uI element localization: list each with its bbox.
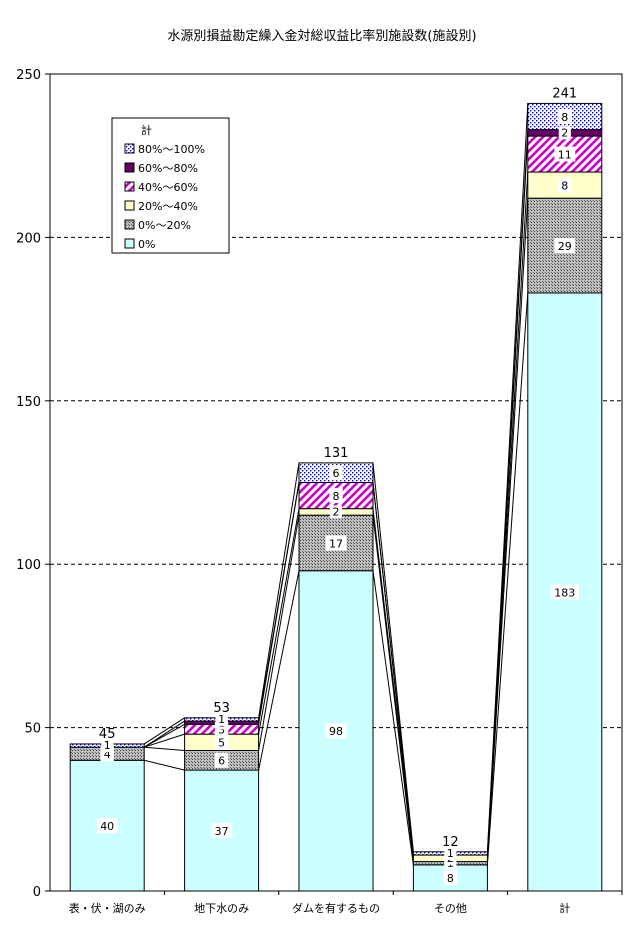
data-label-bg bbox=[325, 723, 347, 739]
data-label: 29 bbox=[558, 240, 572, 253]
data-label: 8 bbox=[447, 872, 454, 885]
series-line bbox=[372, 515, 414, 862]
legend-label: 20%～40% bbox=[138, 200, 198, 213]
data-label: 40 bbox=[100, 820, 114, 833]
series-line bbox=[258, 462, 300, 718]
legend-swatch bbox=[124, 219, 135, 230]
data-label-bg bbox=[211, 823, 233, 839]
series-line bbox=[372, 462, 414, 852]
y-tick-label: 200 bbox=[16, 231, 41, 246]
plot-area-frame bbox=[49, 73, 623, 892]
data-label-bg bbox=[444, 846, 457, 860]
gridlines bbox=[50, 236, 622, 729]
series-line bbox=[372, 482, 414, 856]
x-category-label: 地下水のみ bbox=[194, 902, 249, 915]
series-line bbox=[144, 759, 185, 771]
data-label-bg bbox=[214, 734, 229, 750]
data-label-bg bbox=[101, 739, 114, 753]
x-category-label: その他 bbox=[434, 902, 467, 915]
data-labels: 4041376531198172868121183298112845531311… bbox=[96, 86, 579, 886]
series-line bbox=[258, 515, 300, 751]
legend-label: 80%～100% bbox=[138, 143, 205, 156]
data-label: 2 bbox=[561, 126, 568, 139]
series-line bbox=[486, 292, 529, 865]
bar-total-label: 241 bbox=[552, 86, 577, 101]
legend-swatch bbox=[124, 200, 135, 211]
x-category-label: 表・伏・湖のみ bbox=[69, 901, 146, 915]
data-label-bg bbox=[329, 465, 343, 481]
data-label: 98 bbox=[329, 725, 343, 738]
bar-total-label: 12 bbox=[442, 835, 459, 850]
data-label: 6 bbox=[218, 755, 225, 768]
data-label: 11 bbox=[558, 148, 572, 161]
data-label: 4 bbox=[104, 748, 111, 761]
data-label-bg bbox=[558, 177, 572, 193]
x-category-label: ダムを有するもの bbox=[292, 901, 380, 915]
series-line bbox=[143, 720, 185, 748]
data-label: 1 bbox=[104, 739, 111, 752]
y-tick-label: 50 bbox=[24, 722, 41, 737]
legend-label: 60%～80% bbox=[138, 162, 198, 175]
chart-title: 水源別損益勘定繰入金対総収益比率別施設数(施設別) bbox=[167, 28, 476, 44]
data-label-bg bbox=[329, 505, 343, 519]
data-label-bg bbox=[554, 146, 576, 162]
series-line bbox=[486, 198, 529, 862]
y-tick-label: 100 bbox=[16, 558, 41, 573]
data-label: 17 bbox=[329, 537, 343, 550]
y-tick-label: 0 bbox=[33, 885, 41, 900]
data-label: 8 bbox=[561, 179, 568, 192]
bar-total-label: 53 bbox=[213, 701, 230, 716]
y-tick-label: 150 bbox=[16, 395, 41, 410]
series-line bbox=[372, 570, 414, 865]
data-label-bg bbox=[550, 584, 579, 600]
legend-title: 計 bbox=[141, 123, 152, 137]
data-label-bg bbox=[215, 712, 228, 726]
y-tick-label: 250 bbox=[16, 68, 41, 83]
legend-swatch bbox=[124, 162, 135, 173]
legend-swatch bbox=[124, 238, 135, 249]
series-line bbox=[144, 733, 185, 748]
series-line bbox=[258, 508, 300, 735]
series-line bbox=[258, 570, 300, 771]
data-label: 6 bbox=[333, 467, 340, 480]
data-label-bg bbox=[214, 752, 229, 768]
axes: 0 50 100 150 200 250 表・伏・湖のみ 地下水のみ ダムを有するもの その他 計 bbox=[16, 68, 623, 915]
data-label: 3 bbox=[218, 724, 225, 737]
series-line bbox=[144, 746, 185, 751]
bar-total-label: 45 bbox=[99, 727, 116, 742]
legend-label: 40%～60% bbox=[138, 181, 198, 194]
data-label-bg bbox=[325, 535, 347, 551]
legend: 計 80%～100% 60%～80% 40%～60% 20%～40% 0%～20% 0% bbox=[111, 117, 230, 254]
data-label: 183 bbox=[554, 586, 575, 599]
legend-swatch bbox=[124, 143, 135, 154]
data-label-bg bbox=[329, 488, 343, 504]
data-label-bg bbox=[96, 818, 118, 834]
data-label: 1 bbox=[218, 713, 225, 726]
series-line bbox=[258, 482, 300, 722]
series-connector-lines bbox=[143, 103, 529, 865]
data-label: 2 bbox=[333, 506, 340, 519]
data-label: 37 bbox=[215, 825, 229, 838]
series-line bbox=[143, 717, 185, 745]
legend-swatch bbox=[124, 181, 135, 192]
bar-total-label: 131 bbox=[324, 446, 349, 461]
data-label-bg bbox=[554, 238, 576, 254]
data-label-bg bbox=[443, 870, 458, 886]
data-label: 5 bbox=[218, 737, 225, 750]
data-label-bg bbox=[558, 108, 572, 124]
legend-label: 0%～20% bbox=[138, 219, 191, 232]
x-category-label: 計 bbox=[559, 901, 570, 915]
data-label: 1 bbox=[447, 847, 454, 860]
series-line bbox=[486, 103, 529, 852]
data-label: 8 bbox=[561, 111, 568, 124]
data-label-bg bbox=[558, 126, 571, 140]
legend-label: 0% bbox=[138, 238, 155, 251]
data-label: 8 bbox=[333, 490, 340, 503]
